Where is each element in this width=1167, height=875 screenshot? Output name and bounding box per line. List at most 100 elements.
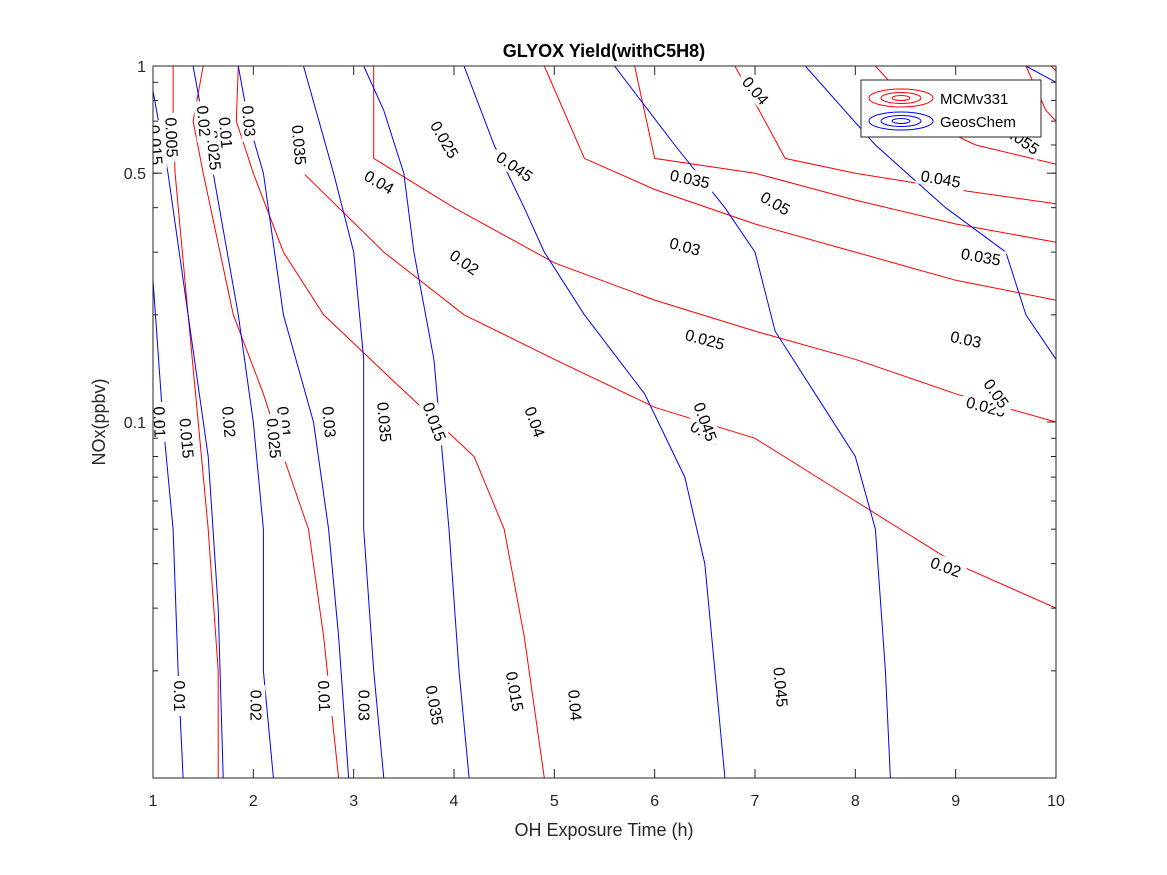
- contour-mcmv331-0_055: [1050, 66, 1056, 72]
- contour-label-geoschem: 0.025: [263, 413, 286, 464]
- contour-label-gap: [736, 69, 776, 112]
- contour-label-mcmv331: 0.045: [915, 165, 967, 192]
- contour-label-gap: [162, 112, 182, 163]
- contour-label-gap: [318, 401, 341, 443]
- y-tick-label: 0.1: [124, 415, 146, 432]
- contour-label-text: 0.01: [170, 680, 187, 711]
- contour-label-gap: [924, 551, 968, 582]
- contour-label-gap: [263, 413, 286, 464]
- legend-label-geoschem: GeosChem: [940, 114, 1016, 131]
- contour-mcmv331-0_025: [373, 66, 1056, 423]
- contour-mcmv331-0_02: [303, 172, 1056, 609]
- contour-label-gap: [663, 232, 707, 261]
- contour-label-text: 0.035: [373, 401, 393, 442]
- contour-label-text: 0.035: [960, 246, 1002, 270]
- contour-label-text: 0.01: [314, 680, 332, 712]
- contour-label-geoschem: 0.03: [318, 401, 341, 443]
- x-tick-label: 5: [550, 793, 559, 810]
- contour-label-gap: [424, 113, 465, 166]
- x-tick-label: 6: [650, 793, 659, 810]
- contour-mcmv331-0_03: [543, 66, 1056, 301]
- contour-label-text: 0.015: [502, 670, 526, 712]
- contour-label-geoschem: 0.02: [246, 685, 266, 726]
- contour-label-gap: [502, 665, 529, 718]
- contour-label-mcmv331: 0.01: [314, 675, 335, 717]
- contour-label-gap: [357, 164, 402, 200]
- contour-label-text: 0.02: [246, 690, 263, 721]
- contour-label-geoschem: 0.035: [288, 119, 311, 171]
- x-tick-label: 9: [951, 793, 960, 810]
- contour-label-gap: [564, 684, 587, 726]
- contour-geoschem-0_035: [363, 66, 470, 778]
- contour-geoschem-0_055: [1025, 66, 1056, 83]
- x-axis-label: OH Exposure Time (h): [514, 820, 693, 840]
- x-tick-label: 4: [450, 793, 459, 810]
- contour-label-gap: [421, 679, 449, 731]
- contour-label-gap: [238, 100, 261, 142]
- x-tick-label: 1: [149, 793, 158, 810]
- contour-label-text: 0.015: [144, 124, 164, 165]
- contour-mcmv331-0_015: [235, 66, 545, 778]
- contour-label-gap: [247, 685, 266, 726]
- contour-label-gap: [314, 675, 335, 717]
- contour-label-gap: [955, 243, 1007, 270]
- contour-mcmv331-0_04: [734, 66, 1056, 205]
- contour-label-text: 0.02: [193, 105, 213, 138]
- contour-label-geoschem: 0.035: [421, 679, 449, 731]
- x-tick-label: 10: [1047, 793, 1065, 810]
- contour-label-text: 0.045: [919, 168, 961, 192]
- contour-mcmv331-0_01: [192, 66, 340, 778]
- contour-label-text: 0.03: [355, 690, 372, 721]
- contour-label-gap: [443, 243, 487, 281]
- contour-label-gap: [171, 676, 190, 716]
- x-tick-label: 2: [249, 793, 258, 810]
- contour-label-gap: [418, 395, 452, 448]
- contour-label-text: 0.025: [263, 418, 283, 459]
- contour-label-text: 0.02: [218, 406, 238, 439]
- contour-label-gap: [977, 371, 1016, 415]
- contour-geoschem-0_04: [463, 66, 726, 778]
- contour-label-geoschem: 0.02: [218, 401, 241, 443]
- contour-label-mcmv331: 0.005: [161, 112, 182, 163]
- contour-label-text: 0.005: [161, 117, 179, 158]
- contour-label-text: 0.015: [175, 418, 195, 459]
- contour-label-geoschem: 0.015: [175, 413, 199, 464]
- contour-label-gap: [489, 144, 541, 188]
- contour-label-text: 0.01: [215, 116, 235, 149]
- contour-label-geoschem: 0.03: [355, 685, 374, 726]
- x-tick-label: 7: [751, 793, 760, 810]
- contour-label-text: 0.03: [238, 105, 258, 138]
- contour-label-gap: [769, 661, 793, 713]
- contour-label-text: 0.035: [422, 684, 446, 726]
- contour-label-gap: [915, 165, 967, 192]
- contour-label-text: 0.03: [949, 329, 983, 352]
- contour-label-gap: [373, 396, 396, 448]
- contour-label-gap: [664, 164, 716, 193]
- contour-label-gap: [355, 685, 374, 726]
- contour-label-geoschem: 0.01: [170, 676, 190, 716]
- contour-label-gap: [960, 391, 1013, 422]
- contour-label-text: 0.04: [564, 689, 584, 722]
- contour-label-geoschem: 0.04: [564, 684, 587, 726]
- contour-label-geoschem: 0.035: [373, 396, 396, 448]
- y-tick-label: 1: [137, 59, 146, 76]
- axes: 1 2 3 4 5 6 7 8 9 10 0.1 0.5 1: [124, 59, 1065, 810]
- contour-label-geoschem: 0.045: [769, 661, 793, 713]
- chart-title: GLYOX Yield(withC5H8): [503, 41, 705, 61]
- contour-label-gap: [519, 399, 551, 444]
- contour-label-text: 0.03: [318, 406, 338, 439]
- x-tick-label: 8: [851, 793, 860, 810]
- contour-label-gap: [288, 119, 311, 171]
- contour-label-gap: [215, 111, 237, 154]
- contour-geoschem-0_03: [303, 66, 385, 778]
- contour-label-gap: [175, 413, 199, 464]
- legend: MCMv331 GeosChem: [860, 79, 1042, 138]
- contour-label-mcmv331: 0.03: [944, 326, 988, 352]
- contour-label-mcmv331: 0.035: [955, 243, 1007, 270]
- contour-label-gap: [688, 395, 723, 448]
- y-tick-label: 0.5: [124, 166, 146, 183]
- contour-label-gap: [753, 185, 798, 221]
- legend-swatch-mcmv331: [868, 88, 934, 108]
- contour-label-text: 0.035: [288, 124, 308, 165]
